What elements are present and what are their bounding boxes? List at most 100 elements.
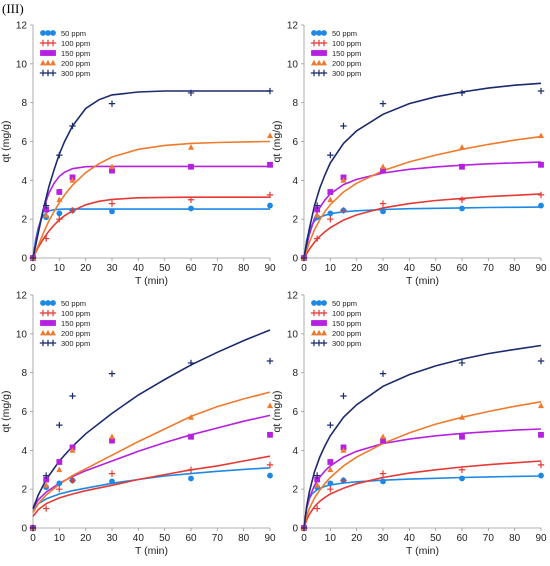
legend-label: 200 ppm [332, 329, 361, 338]
data-point [267, 161, 273, 168]
x-tick-label: 50 [159, 263, 171, 274]
data-point [187, 89, 195, 97]
data-point [42, 472, 50, 479]
data-point [56, 210, 63, 217]
y-tick-label: 0 [292, 254, 298, 265]
fit-curve-300-ppm [32, 329, 271, 509]
chart-panel-bottom-left: 0 10 20 30 40 50 60 70 80 90 0 2 4 6 8 10 12 T (min) qt (m… [0, 291, 276, 558]
fit-curve-100-ppm [32, 455, 271, 517]
legend-marker [320, 39, 328, 47]
x-tick-label: 40 [133, 263, 145, 274]
data-point [187, 359, 195, 367]
fit-curve-50-ppm [32, 208, 270, 259]
legend-marker [321, 50, 327, 56]
data-point [327, 215, 334, 223]
data-point [379, 100, 387, 107]
fit-curve-100-ppm [303, 460, 542, 529]
legend-marker [311, 50, 317, 56]
y-tick-label: 12 [287, 291, 299, 302]
x-tick-label: 50 [430, 263, 442, 274]
data-point [314, 482, 321, 488]
x-tick-label: 30 [377, 263, 389, 274]
data-point [188, 414, 194, 420]
data-point [340, 392, 347, 400]
data-point [69, 177, 76, 183]
y-tick-label: 6 [292, 137, 298, 148]
y-tick-label: 2 [21, 215, 27, 226]
fit-curve-150-ppm [32, 165, 270, 259]
data-point [538, 431, 544, 438]
data-point [266, 87, 274, 95]
x-tick-label: 70 [212, 533, 224, 544]
y-axis-label: qt (mg/g) [0, 120, 12, 162]
fit-curve-150-ppm [303, 161, 542, 259]
data-point [340, 177, 347, 183]
data-point [109, 208, 115, 215]
y-tick-label: 2 [21, 485, 27, 496]
legend-marker [40, 329, 46, 336]
legend-marker [40, 50, 46, 56]
x-tick-label: 80 [509, 533, 521, 544]
legend-marker [321, 320, 327, 326]
data-point [56, 151, 63, 159]
y-tick-label: 8 [21, 98, 27, 109]
x-tick-label: 20 [351, 263, 363, 274]
legend-marker [316, 320, 322, 326]
x-axis-label: T (min) [135, 545, 168, 557]
data-point [69, 477, 76, 484]
y-tick-label: 0 [21, 254, 27, 265]
data-point [108, 470, 116, 477]
legend-marker [40, 30, 46, 36]
fit-curve-100-ppm [32, 196, 270, 259]
legend-marker [49, 39, 57, 47]
legend-marker [311, 300, 317, 306]
data-point [56, 466, 63, 473]
data-point [313, 505, 321, 512]
legend-marker [311, 329, 317, 336]
data-point [56, 421, 63, 429]
legend-label: 50 ppm [61, 29, 86, 38]
x-tick-label: 70 [483, 533, 495, 544]
data-point [380, 208, 386, 215]
data-point [29, 524, 37, 532]
data-point [42, 202, 50, 209]
x-tick-label: 60 [456, 263, 468, 274]
fit-curve-300-ppm [32, 90, 270, 259]
data-point [267, 402, 273, 409]
x-tick-label: 20 [80, 533, 92, 544]
legend-marker [40, 320, 46, 326]
data-point [380, 167, 386, 174]
legend-marker [311, 59, 317, 66]
data-point [42, 505, 50, 512]
x-tick-label: 0 [30, 263, 36, 274]
legend-label: 50 ppm [332, 299, 357, 308]
x-tick-label: 10 [325, 263, 337, 274]
legend-label: 100 ppm [61, 39, 90, 48]
y-tick-label: 8 [292, 368, 298, 379]
legend-marker [40, 300, 46, 306]
legend-marker [50, 50, 56, 56]
y-tick-label: 2 [292, 215, 298, 226]
data-point [69, 207, 76, 214]
data-point [56, 480, 63, 487]
legend-marker [45, 329, 51, 336]
data-point [380, 163, 386, 170]
x-tick-label: 60 [185, 533, 197, 544]
legend-label: 300 ppm [332, 69, 361, 78]
legend-label: 300 ppm [61, 339, 90, 348]
data-point [109, 433, 115, 440]
x-tick-label: 90 [264, 263, 276, 274]
data-point [109, 163, 115, 170]
data-point [188, 163, 194, 170]
legend-marker [45, 320, 51, 326]
x-tick-label: 70 [212, 263, 224, 274]
legend-marker [316, 300, 322, 306]
y-tick-label: 4 [21, 176, 27, 187]
data-point [327, 480, 334, 487]
legend-marker [50, 30, 56, 36]
data-point [379, 470, 387, 477]
y-tick-label: 12 [287, 21, 299, 32]
data-point [56, 215, 63, 223]
x-axis-label: T (min) [406, 275, 439, 287]
data-point [108, 200, 116, 207]
